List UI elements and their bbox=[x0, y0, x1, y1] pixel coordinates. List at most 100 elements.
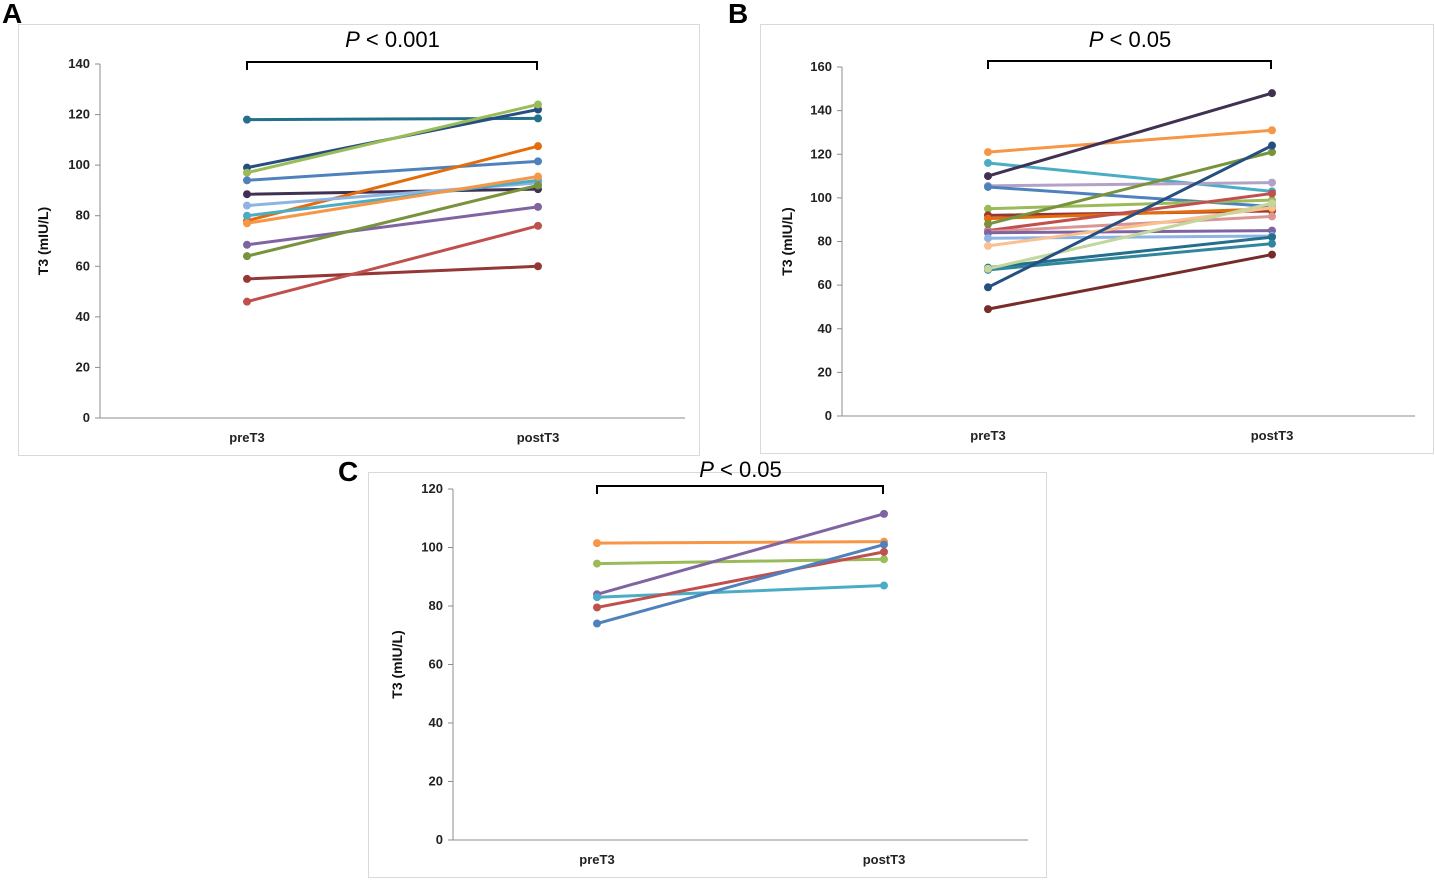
panel-b-frame bbox=[760, 24, 1434, 454]
series-point-s12-post bbox=[534, 262, 542, 271]
series-line-s2 bbox=[986, 161, 1274, 193]
series-point-s19-pre bbox=[984, 305, 992, 314]
p-value-text: < 0.05 bbox=[714, 457, 782, 482]
series-point-s9-post bbox=[1268, 148, 1276, 157]
series-line-s5 bbox=[986, 185, 1274, 209]
series-line-s1 bbox=[986, 128, 1274, 154]
series-line-s13 bbox=[245, 224, 540, 304]
series-line-s4 bbox=[595, 584, 886, 599]
p-value-symbol: P bbox=[699, 457, 714, 482]
y-tick-label: 60 bbox=[429, 657, 443, 672]
series-line-s3 bbox=[986, 91, 1274, 178]
y-tick-label: 40 bbox=[76, 309, 90, 324]
series-point-s13-pre bbox=[984, 234, 992, 243]
series-point-s3-post bbox=[880, 509, 888, 518]
x-tick-label: preT3 bbox=[579, 852, 614, 867]
y-tick-label: 160 bbox=[810, 59, 832, 74]
series-line-s4 bbox=[245, 159, 540, 182]
series-point-s4-pre bbox=[243, 176, 251, 185]
y-tick-label: 60 bbox=[818, 277, 832, 292]
series-point-s5-pre bbox=[243, 190, 251, 199]
series-point-s1-post bbox=[534, 114, 542, 123]
x-tick-label: postT3 bbox=[517, 430, 560, 445]
panel-letter-b: B bbox=[728, 0, 749, 29]
series-point-s11-post bbox=[1268, 212, 1276, 221]
y-tick-label: 20 bbox=[76, 359, 90, 374]
x-tick-label: postT3 bbox=[863, 852, 906, 867]
series-point-s5-post bbox=[880, 547, 888, 556]
p-value-title: P < 0.001 bbox=[345, 27, 440, 52]
series-line-s9 bbox=[245, 175, 540, 225]
series-line-s16 bbox=[986, 242, 1274, 272]
panel-letter-a: A bbox=[2, 0, 23, 29]
series-line-s6 bbox=[595, 543, 886, 626]
series-point-s11-pre bbox=[243, 252, 251, 261]
series-line-s10 bbox=[245, 205, 540, 247]
series-line-s12 bbox=[986, 229, 1274, 235]
series-point-s1-post bbox=[1268, 126, 1276, 135]
series-line-s5 bbox=[595, 550, 886, 609]
series-point-s6-post bbox=[534, 142, 542, 151]
panel-a-frame bbox=[18, 24, 700, 456]
y-tick-label: 0 bbox=[825, 408, 832, 423]
p-value-symbol: P bbox=[345, 27, 360, 52]
series-point-s12-pre bbox=[243, 274, 251, 283]
series-point-s14-pre bbox=[984, 241, 992, 250]
series-point-s17-pre bbox=[984, 264, 992, 273]
y-tick-label: 140 bbox=[810, 103, 832, 118]
series-point-s10-post bbox=[534, 202, 542, 211]
x-tick-label: preT3 bbox=[229, 430, 264, 445]
series-point-s1-pre bbox=[984, 148, 992, 157]
series-point-s8-pre bbox=[243, 211, 251, 220]
y-tick-label: 80 bbox=[76, 208, 90, 223]
series-point-s17-post bbox=[1268, 199, 1276, 208]
y-axis-label: T3 (mIU/L) bbox=[389, 630, 405, 698]
series-point-s1-pre bbox=[243, 115, 251, 124]
series-line-s4 bbox=[986, 181, 1274, 188]
y-tick-label: 0 bbox=[83, 410, 90, 425]
series-point-s4-post bbox=[1268, 178, 1276, 187]
series-line-s1 bbox=[595, 540, 886, 545]
y-tick-label: 100 bbox=[421, 540, 443, 555]
y-tick-label: 140 bbox=[68, 56, 90, 71]
y-axis-label: T3 (mIU/L) bbox=[35, 207, 51, 275]
y-tick-label: 100 bbox=[68, 157, 90, 172]
x-tick-label: preT3 bbox=[970, 428, 1005, 443]
series-point-s5-pre bbox=[984, 182, 992, 191]
series-line-s5 bbox=[245, 187, 540, 196]
series-line-s18 bbox=[986, 144, 1274, 289]
series-point-s1-pre bbox=[593, 539, 601, 548]
series-point-s5-pre bbox=[593, 603, 601, 612]
series-point-s10-post bbox=[1268, 189, 1276, 198]
series-point-s18-post bbox=[1268, 141, 1276, 150]
series-point-s6-post bbox=[880, 540, 888, 549]
series-line-s11 bbox=[986, 214, 1274, 234]
series-point-s2-pre bbox=[984, 158, 992, 167]
series-line-s9 bbox=[986, 150, 1274, 226]
p-value-title: P < 0.05 bbox=[699, 457, 782, 482]
significance-bracket bbox=[246, 61, 538, 70]
series-line-s3 bbox=[245, 102, 540, 175]
y-axis-label: T3 (mIU/L) bbox=[779, 207, 795, 275]
series-point-s3-post bbox=[534, 100, 542, 109]
series-point-s2-pre bbox=[593, 559, 601, 568]
y-tick-label: 60 bbox=[76, 258, 90, 273]
p-value-symbol: P bbox=[1089, 27, 1104, 52]
series-point-s15-post bbox=[1268, 233, 1276, 242]
series-point-s4-pre bbox=[593, 593, 601, 602]
series-line-s19 bbox=[986, 253, 1274, 311]
series-point-s19-post bbox=[1268, 250, 1276, 259]
series-point-s3-pre bbox=[243, 168, 251, 177]
p-value-title: P < 0.05 bbox=[1089, 27, 1172, 52]
y-tick-label: 20 bbox=[818, 364, 832, 379]
series-point-s7-pre bbox=[243, 201, 251, 210]
significance-bracket bbox=[987, 60, 1272, 69]
series-point-s6-pre bbox=[593, 619, 601, 628]
series-point-s11-post bbox=[534, 181, 542, 190]
series-line-s17 bbox=[986, 201, 1274, 271]
series-line-s11 bbox=[245, 183, 540, 258]
series-line-s6 bbox=[986, 198, 1274, 211]
y-tick-label: 20 bbox=[429, 774, 443, 789]
series-point-s3-pre bbox=[984, 172, 992, 181]
